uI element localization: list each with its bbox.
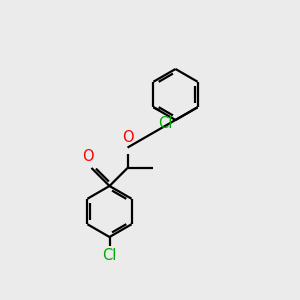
Text: O: O	[122, 130, 133, 146]
Text: O: O	[82, 149, 94, 164]
Text: Cl: Cl	[102, 248, 117, 262]
Text: Cl: Cl	[158, 116, 172, 131]
